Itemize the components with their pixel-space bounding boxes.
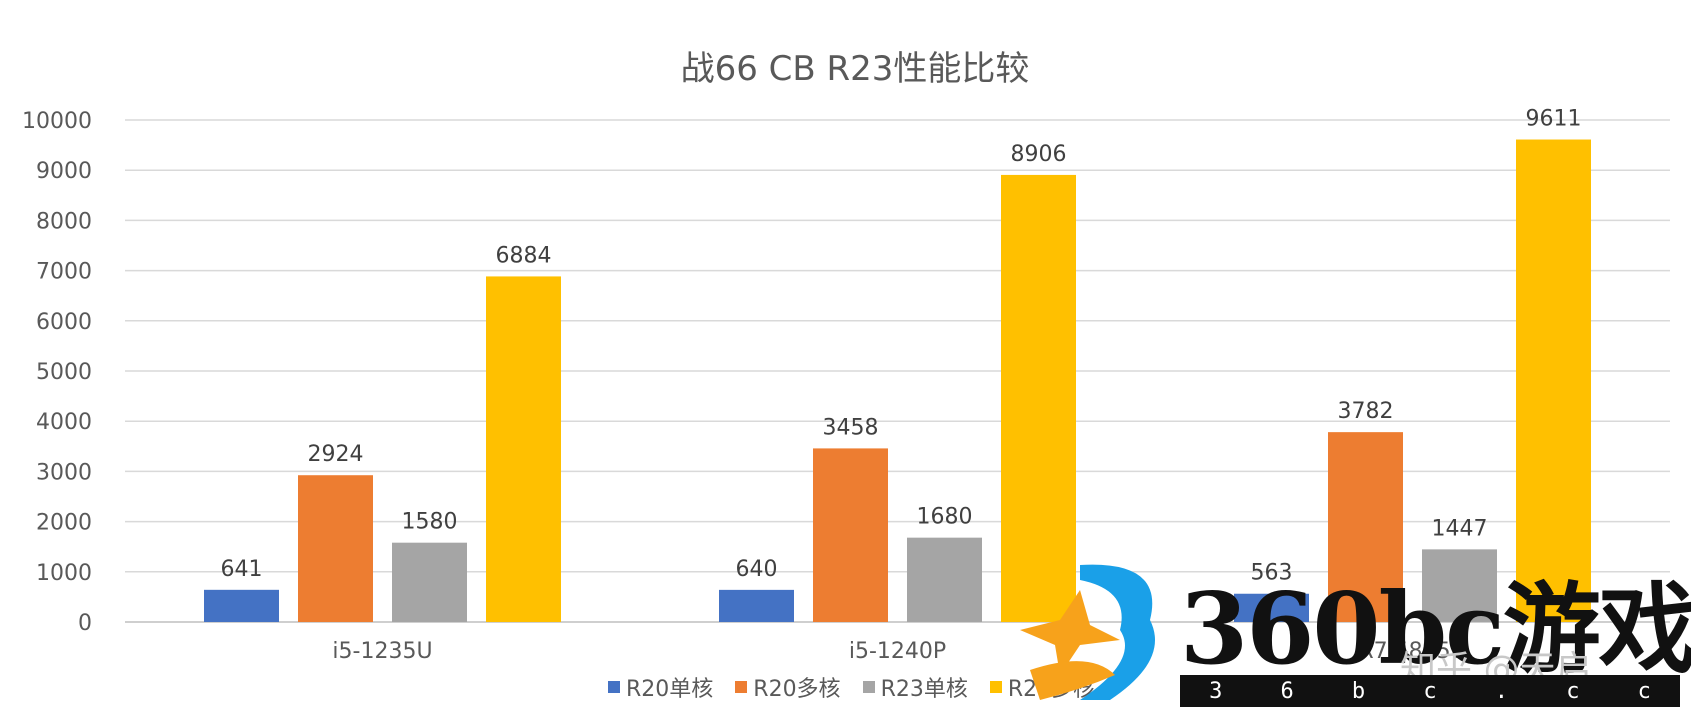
bar — [486, 276, 561, 622]
legend-swatch — [608, 681, 620, 693]
watermark-url-char: c — [1423, 678, 1437, 704]
y-tick-label: 5000 — [36, 360, 92, 385]
gridlines — [125, 119, 1670, 623]
data-label: 3782 — [1338, 399, 1394, 424]
legend-label: R20多核 — [753, 677, 841, 702]
watermark-url-char: c — [1637, 678, 1651, 704]
data-labels: 641 2924 1580 6884 640 3458 1680 8906 563 3782 144… — [221, 107, 1582, 586]
chart-title: 战66 CB R23性能比较 — [681, 49, 1030, 89]
y-tick-label: 0 — [78, 611, 92, 636]
bar — [298, 475, 373, 622]
legend-label: R23单核 — [880, 677, 968, 702]
watermark-url-char: c — [1566, 678, 1580, 704]
y-axis: 0 1000 2000 3000 4000 5000 6000 7000 8000 9000 100… — [22, 109, 92, 636]
bars — [204, 139, 1591, 622]
data-label: 8906 — [1011, 142, 1067, 167]
x-tick-label: i5-1240P — [849, 639, 946, 664]
watermark-url-bar: 3 6 b c. c c — [1180, 675, 1680, 707]
bar — [719, 589, 794, 622]
data-label: 1680 — [917, 505, 973, 530]
x-axis: i5-1235U i5-1240P R7 5825U — [332, 639, 1466, 664]
data-label: 1447 — [1432, 516, 1488, 541]
legend-swatch — [735, 681, 748, 693]
y-tick-label: 4000 — [36, 410, 92, 435]
watermark-url-char: 3 — [1209, 678, 1223, 704]
data-label: 6884 — [496, 243, 552, 268]
y-tick-label: 9000 — [36, 159, 92, 184]
y-tick-label: 3000 — [36, 460, 92, 485]
bar — [907, 537, 982, 622]
data-label: 9611 — [1526, 107, 1582, 132]
y-tick-label: 7000 — [36, 260, 92, 285]
bar — [1234, 593, 1309, 622]
data-label: 2924 — [308, 442, 364, 467]
legend-label: R20单核 — [626, 677, 714, 702]
watermark-url-char: b — [1351, 678, 1366, 704]
bar — [813, 448, 888, 622]
bar — [204, 589, 279, 622]
data-label: 640 — [736, 557, 778, 582]
bar — [1422, 549, 1497, 622]
y-tick-label: 8000 — [36, 209, 92, 234]
y-tick-label: 10000 — [22, 109, 92, 134]
logo-b-icon — [1020, 564, 1155, 700]
x-tick-label: i5-1235U — [332, 639, 432, 664]
data-label: 3458 — [823, 415, 879, 440]
data-label: 641 — [221, 557, 263, 582]
legend-item: R20多核 — [735, 671, 841, 703]
bar — [1001, 174, 1076, 622]
y-tick-label: 2000 — [36, 511, 92, 536]
legend-swatch — [989, 681, 1002, 693]
bar — [1516, 139, 1591, 622]
data-label: 563 — [1251, 561, 1293, 586]
bar — [1328, 432, 1403, 622]
legend-item: R20单核 — [608, 671, 713, 703]
legend-item: R23单核 — [862, 671, 968, 703]
x-tick-label: R7 5825U — [1358, 639, 1466, 664]
y-tick-label: 6000 — [36, 310, 92, 335]
y-tick-label: 1000 — [36, 561, 92, 586]
watermark-url-char: 6 — [1280, 678, 1294, 704]
watermark-url-char: . — [1494, 678, 1509, 704]
legend-swatch — [862, 681, 875, 693]
bar — [392, 542, 467, 622]
watermark-logo-text: 360bc游戏 — [1180, 572, 1691, 687]
data-label: 1580 — [402, 510, 458, 535]
